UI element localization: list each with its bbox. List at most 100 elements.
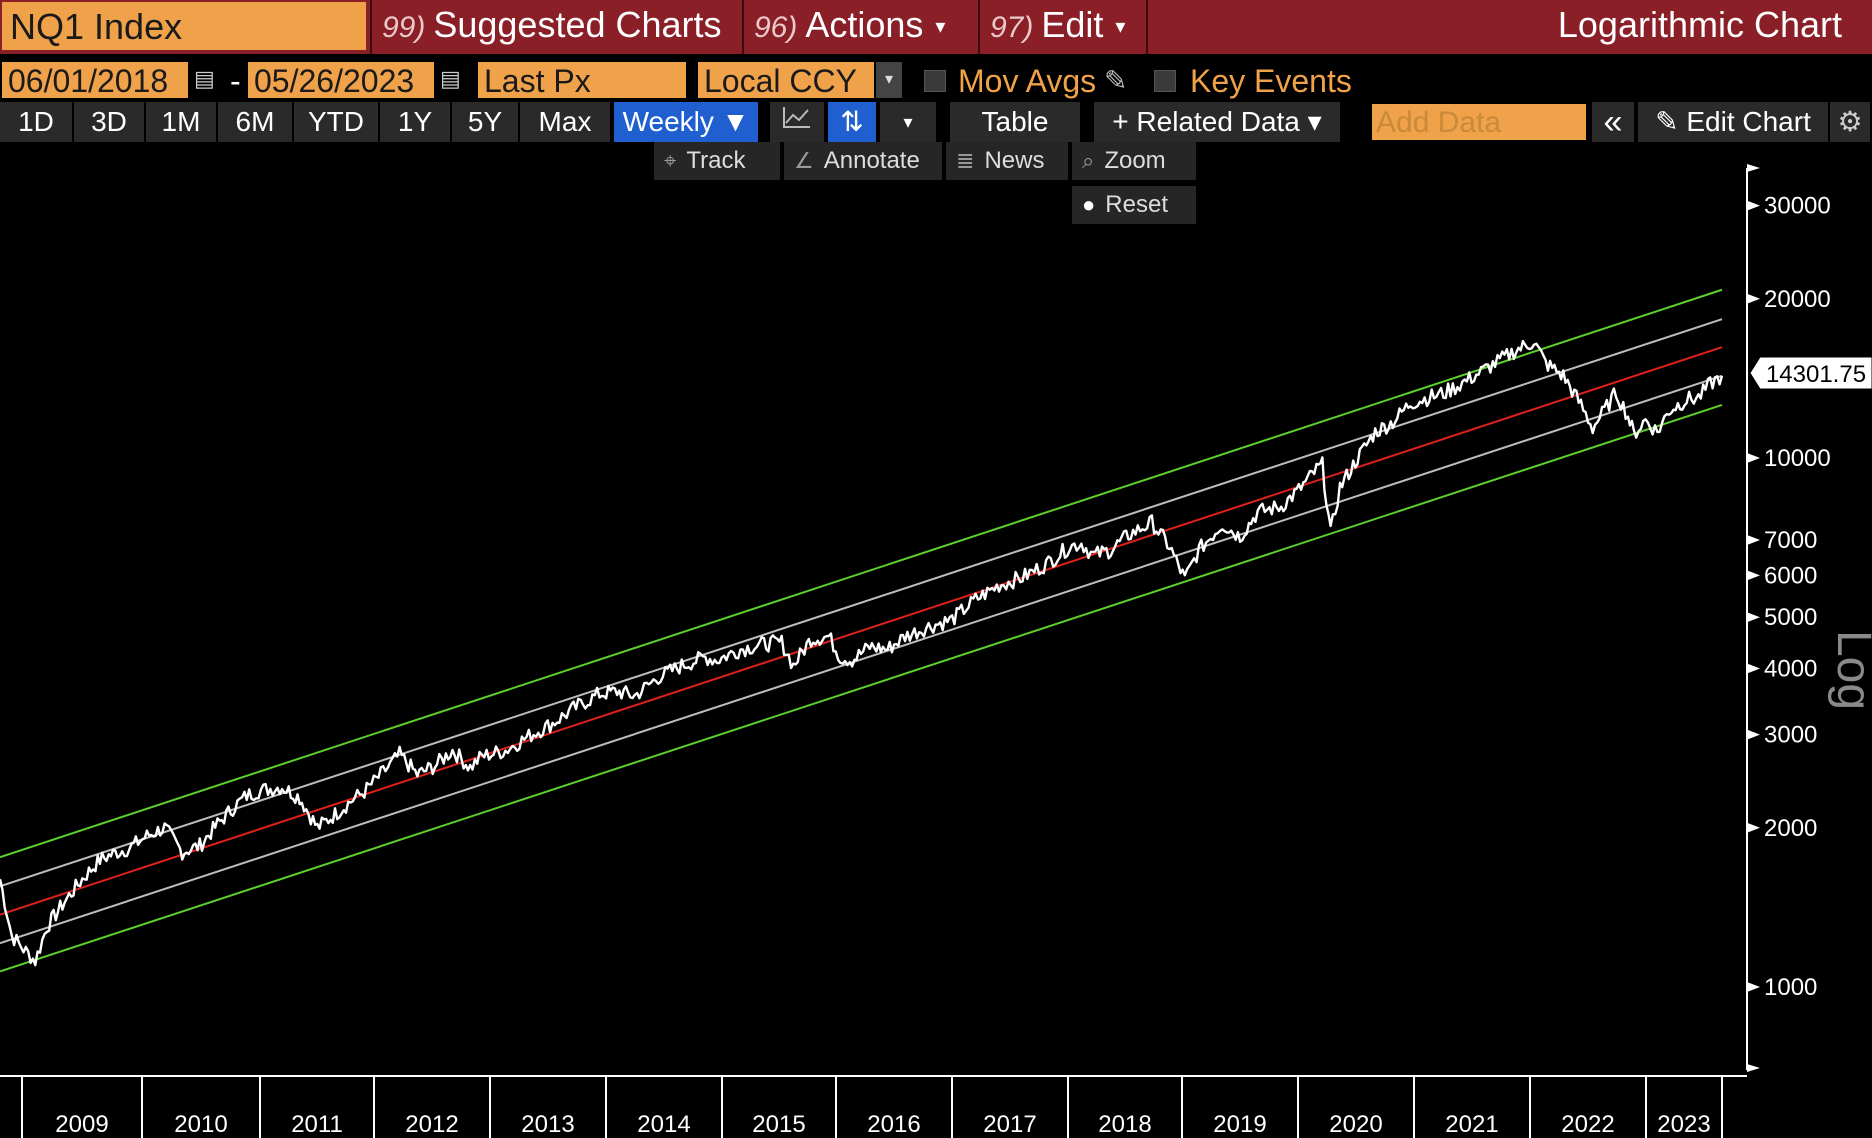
y-tick — [1747, 612, 1760, 623]
x-axis: 2009 2010 2011 2012 2013 2014 2015 2016 2017 2018… — [0, 1075, 1747, 1138]
magnifier-icon: ⌕ — [1082, 148, 1095, 173]
period-ytd-button[interactable]: YTD — [294, 102, 380, 142]
x-year-label: 2019 — [1213, 1111, 1266, 1138]
actions-button[interactable]: 96) Actions ▾ — [742, 0, 976, 54]
track-label: Track — [686, 147, 746, 174]
x-year-label: 2014 — [637, 1111, 690, 1138]
y-tick — [1747, 982, 1760, 992]
key-events-label[interactable]: Key Events — [1190, 63, 1352, 99]
period-1m-button[interactable]: 1M — [146, 102, 218, 142]
y-tick-label: 20000 — [1764, 286, 1831, 313]
zoom-label: Zoom — [1104, 147, 1166, 174]
edit-button[interactable]: 97) Edit ▾ — [978, 0, 1148, 54]
table-button[interactable]: Table — [950, 102, 1082, 142]
y-tick-label: 1000 — [1764, 974, 1817, 1001]
annotate-label: Annotate — [823, 147, 920, 174]
y-tick-label: 10000 — [1764, 445, 1831, 472]
y-tick — [1747, 453, 1760, 463]
frequency-select[interactable]: Weekly ▼ — [614, 102, 760, 142]
menu-number: 99) — [382, 11, 426, 44]
period-max-button[interactable]: Max — [520, 102, 612, 142]
y-tick — [1747, 570, 1760, 581]
key-events-checkbox[interactable] — [1154, 70, 1176, 92]
x-year-label: 2015 — [752, 1111, 805, 1138]
period-6m-button[interactable]: 6M — [218, 102, 294, 142]
menu-label: Suggested Charts — [433, 4, 722, 45]
last-value-marker: 14301.75 — [1749, 356, 1872, 390]
y-tick — [1747, 822, 1760, 833]
last-value-label: 14301.75 — [1766, 361, 1866, 388]
add-data-input[interactable]: Add Data — [1372, 104, 1586, 140]
related-data-button[interactable]: + Related Data ▾ — [1094, 102, 1342, 142]
y-tick — [1747, 663, 1760, 674]
track-button[interactable]: ⌖ Track — [654, 142, 780, 180]
suggested-charts-button[interactable]: 99) Suggested Charts — [370, 0, 740, 54]
period-5y-button[interactable]: 5Y — [452, 102, 520, 142]
chevron-down-icon: ▾ — [1115, 16, 1126, 39]
chart-parameters-bar: 06/01/2018 ▤ - 05/26/2023 ▤ Last Px Loca… — [0, 58, 1872, 102]
y-axis-end — [1747, 1064, 1760, 1072]
line-chart-icon[interactable] — [770, 102, 826, 142]
mov-avgs-label[interactable]: Mov Avgs — [958, 63, 1097, 99]
gear-icon[interactable]: ⚙ — [1830, 102, 1872, 142]
crosshair-icon: ⌖ — [664, 148, 677, 173]
calendar-icon[interactable]: ▤ — [440, 66, 461, 91]
news-label: News — [984, 147, 1045, 174]
mov-avgs-checkbox[interactable] — [924, 70, 946, 92]
price-line — [0, 339, 1724, 967]
period-1y-button[interactable]: 1Y — [380, 102, 452, 142]
x-year-label: 2018 — [1098, 1111, 1151, 1138]
x-year-label: 2011 — [291, 1111, 343, 1138]
price-field-select[interactable]: Last Px — [478, 62, 686, 99]
x-year-label: 2020 — [1329, 1111, 1382, 1138]
y-tick — [1747, 293, 1760, 304]
ticker-field[interactable]: NQ1 Index — [2, 2, 366, 50]
reset-button[interactable]: ● Reset — [1072, 186, 1196, 224]
page-title: Logarithmic Chart — [1557, 4, 1842, 45]
end-date-field[interactable]: 05/26/2023 — [248, 62, 434, 99]
period-1d-button[interactable]: 1D — [0, 102, 74, 142]
chevron-down-icon: ▾ — [935, 16, 946, 39]
reset-label: Reset — [1105, 191, 1168, 218]
x-year-label: 2013 — [521, 1111, 574, 1138]
news-icon: ≣ — [956, 148, 975, 173]
y-tick-label: 5000 — [1764, 604, 1817, 631]
menu-label: Edit — [1041, 4, 1104, 45]
y-tick-label: 30000 — [1764, 193, 1831, 220]
reset-icon: ● — [1082, 192, 1096, 217]
x-year-label: 2016 — [867, 1111, 920, 1138]
pencil-icon[interactable]: ✎ — [1104, 65, 1128, 96]
log-scale-label: Log — [1827, 630, 1872, 710]
calendar-icon[interactable]: ▤ — [194, 66, 215, 91]
start-date-field[interactable]: 06/01/2018 — [2, 62, 188, 99]
regression-line-4 — [0, 403, 1723, 973]
annotate-button[interactable]: ∠ Annotate — [784, 142, 942, 180]
y-axis: 1000 2000 3000 4000 5000 6000 7000 10000 20000 30… — [1746, 164, 1831, 1072]
y-tick-label: 6000 — [1764, 562, 1817, 589]
title-bar: NQ1 Index 99) Suggested Charts 96) Actions… — [0, 0, 1872, 54]
regression-line-3 — [0, 374, 1723, 945]
x-year-label: 2012 — [405, 1111, 458, 1138]
chart-lines-layer — [0, 288, 1724, 973]
edit-chart-button[interactable]: ✎ Edit Chart — [1638, 102, 1830, 142]
collapse-icon[interactable]: « — [1592, 102, 1636, 142]
news-button[interactable]: ≣ News — [946, 142, 1068, 180]
toolbar: 1D 3D 1M 6M YTD 1Y 5Y Max Weekly ▼ ⇅ ▾ T… — [0, 102, 1872, 144]
chevron-down-icon[interactable]: ▾ — [876, 62, 902, 98]
zoom-button[interactable]: ⌕ Zoom — [1072, 142, 1196, 180]
x-year-label: 2021 — [1445, 1111, 1498, 1138]
y-axis-end — [1747, 164, 1760, 172]
y-tick-label: 7000 — [1764, 527, 1817, 554]
y-tick-label: 3000 — [1764, 722, 1817, 749]
regression-line-1 — [0, 318, 1723, 888]
y-tick-label: 4000 — [1764, 656, 1817, 683]
chevron-down-icon[interactable]: ▾ — [880, 102, 938, 142]
currency-select[interactable]: Local CCY — [698, 62, 874, 99]
menu-number: 97) — [990, 11, 1034, 44]
y-tick-label: 2000 — [1764, 815, 1817, 842]
y-tick — [1747, 729, 1760, 740]
period-3d-button[interactable]: 3D — [74, 102, 146, 142]
price-chart[interactable]: 1000 2000 3000 4000 5000 6000 7000 10000 20000 30… — [0, 150, 1872, 1138]
regression-line-0 — [0, 288, 1723, 859]
bar-type-icon[interactable]: ⇅ — [828, 102, 878, 142]
